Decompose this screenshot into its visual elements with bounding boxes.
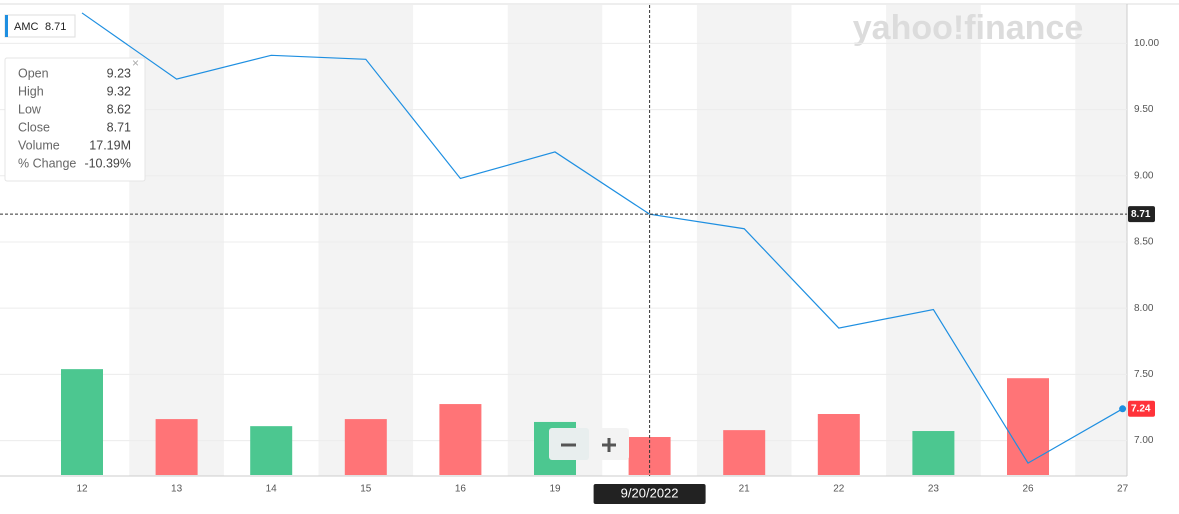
crosshair-y-tag [1128,206,1155,223]
x-tick-label: 14 [266,484,278,495]
volume-bar [61,369,103,475]
y-tick-label: 9.00 [1134,170,1154,181]
x-tick-label: 12 [76,484,88,495]
y-tick-label: 9.50 [1134,104,1154,115]
column-band [696,5,792,476]
volume-bar [250,426,293,475]
tooltip-value: -10.39% [84,156,131,170]
tooltip-value: 17.19M [89,138,131,152]
tooltip-label: % Change [18,156,76,170]
volume-bar [912,431,955,475]
tooltip-value: 8.62 [107,102,131,116]
tooltip-value: 8.71 [107,120,131,134]
last-price-dot [1119,405,1127,413]
volume-bar [344,419,387,475]
tooltip-value: 9.32 [107,84,131,98]
logo: yahoo!finance [853,9,1083,47]
last-price-label: 7.24 [1131,403,1151,414]
price-line [81,12,1123,464]
tooltip-label: High [18,84,44,98]
x-tick-label: 19 [549,484,561,495]
column-band [1075,5,1127,476]
column-band [507,5,603,476]
x-tick-label: 22 [833,484,845,495]
y-tick-label: 8.00 [1134,303,1154,314]
volume-bar [439,404,482,475]
x-tick-label: 13 [171,484,183,495]
volume-bar [817,414,860,475]
y-tick-label: 7.00 [1134,435,1154,446]
crosshair-x-label: 9/20/2022 [621,485,679,500]
tooltip-box [4,57,146,182]
crosshair-x-tag [593,484,706,504]
y-tick-label: 7.50 [1134,369,1154,380]
y-tick-label: 10.00 [1134,38,1159,49]
volume-bar [1007,378,1049,475]
column-band [886,5,981,476]
x-tick-label: 16 [455,484,467,495]
crosshair-y-label: 8.71 [1131,209,1151,220]
x-tick-label: 23 [928,484,940,495]
tooltip-label: Low [18,102,42,116]
tooltip-close: × [132,56,139,70]
volume-bar [723,430,766,475]
column-band [318,5,414,476]
x-tick-label: 15 [360,484,372,495]
volume-bar [155,419,198,475]
legend-color [5,15,8,37]
tooltip-label: Volume [18,138,60,152]
last-price-tag [1128,400,1155,417]
legend-name: AMC [14,21,39,33]
x-tick-label: 27 [1117,484,1129,495]
x-tick-label: 26 [1022,484,1034,495]
tooltip-label: Open [18,66,49,80]
y-tick-label: 8.50 [1134,237,1154,248]
legend-value: 8.71 [45,21,66,33]
tooltip-value: 9.23 [107,66,131,80]
tooltip-label: Close [18,120,50,134]
x-tick-label: 21 [739,484,751,495]
